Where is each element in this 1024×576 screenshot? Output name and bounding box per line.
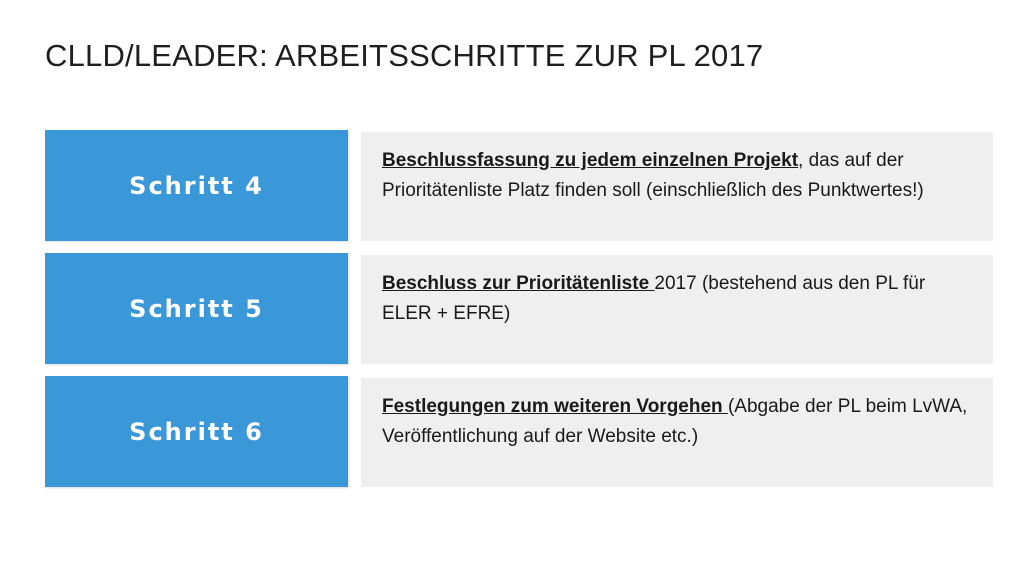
step-description-6-highlight: Festlegungen zum weiteren Vorgehen bbox=[382, 396, 728, 417]
step-description-4-highlight: Beschlussfassung zu jedem einzelnen Proj… bbox=[382, 150, 799, 171]
step-box-5: Schritt 5 bbox=[45, 253, 348, 364]
step-description-5-text: 2017 (bestehend aus den PL für ELER + EF… bbox=[382, 273, 926, 324]
step-description-5-highlight: Beschluss zur Prioritätenliste bbox=[382, 273, 655, 294]
step-row-5: Schritt 5 Beschluss zur Prioritätenliste… bbox=[45, 253, 993, 364]
step-description-5: Beschluss zur Prioritätenliste 2017 (bes… bbox=[361, 255, 993, 364]
step-box-4: Schritt 4 bbox=[45, 130, 348, 241]
step-label-4: Schritt 4 bbox=[129, 171, 264, 200]
step-box-6: Schritt 6 bbox=[45, 376, 348, 487]
slide-title: CLLD/LEADER: ARBEITSSCHRITTE ZUR PL 2017 bbox=[45, 38, 764, 73]
step-label-5: Schritt 5 bbox=[129, 294, 264, 323]
step-description-4-text: , das auf der Prioritätenliste Platz fin… bbox=[382, 150, 924, 201]
step-description-6-text: (Abgabe der PL beim LvWA, Veröffentlichu… bbox=[382, 396, 968, 447]
step-label-6: Schritt 6 bbox=[129, 417, 264, 446]
step-description-4: Beschlussfassung zu jedem einzelnen Proj… bbox=[361, 132, 993, 241]
step-description-6: Festlegungen zum weiteren Vorgehen (Abga… bbox=[361, 378, 993, 487]
step-row-6: Schritt 6 Festlegungen zum weiteren Vorg… bbox=[45, 376, 993, 487]
step-row-4: Schritt 4 Beschlussfassung zu jedem einz… bbox=[45, 130, 993, 241]
